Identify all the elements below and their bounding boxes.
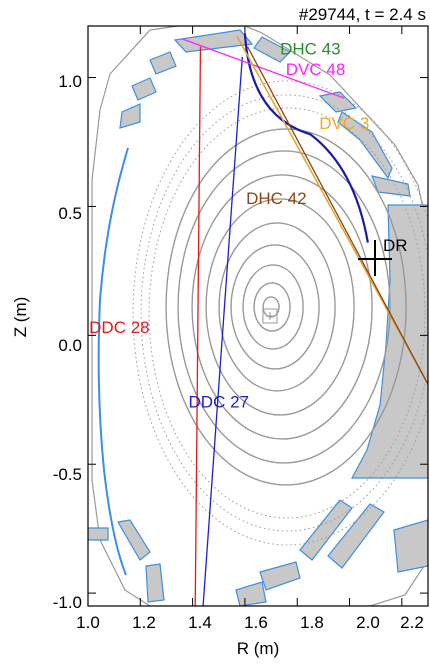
separatrix-segment bbox=[243, 33, 369, 243]
x-axis-title: R (m) bbox=[237, 639, 279, 658]
lower-tile-6 bbox=[299, 499, 353, 561]
y-axis-title: Z (m) bbox=[11, 297, 30, 338]
x-tick-label: 1.4 bbox=[188, 613, 212, 632]
x-tick-label: 1.2 bbox=[132, 613, 156, 632]
chord-ddc28 bbox=[194, 46, 202, 606]
diagnostic-chords bbox=[181, 35, 428, 606]
upper-tile-2 bbox=[253, 36, 291, 63]
sol-surface bbox=[148, 107, 426, 519]
shot-title: #29744, t = 2.4 s bbox=[299, 5, 426, 24]
chord-dvc3 bbox=[236, 35, 428, 385]
y-tick-label: 0.5 bbox=[58, 204, 82, 223]
x-tick-label: 1.8 bbox=[300, 613, 324, 632]
upper-tile-6 bbox=[318, 91, 358, 113]
y-tick-label: 0.0 bbox=[58, 336, 82, 355]
axis-ticks bbox=[87, 26, 428, 606]
y-tick-labels: -1.0 -0.5 0.0 0.5 1.0 bbox=[53, 72, 82, 612]
dr-label: DR bbox=[383, 236, 408, 255]
flux-surface bbox=[177, 150, 391, 464]
x-tick-label: 2.0 bbox=[356, 613, 380, 632]
lower-tile-4 bbox=[259, 561, 301, 591]
outer-limiter bbox=[350, 204, 428, 479]
flux-surface bbox=[253, 282, 291, 332]
lower-tile-2 bbox=[145, 563, 165, 603]
chord-labels: DHC 43 DVC 48 DVC 3 DHC 42 DDC 28 DDC 27 bbox=[89, 39, 369, 411]
chord-dhc42 bbox=[246, 46, 428, 385]
vessel-outline bbox=[91, 26, 428, 606]
flux-surface bbox=[218, 222, 336, 392]
label-ddc28: DDC 28 bbox=[89, 318, 149, 337]
magnetic-axis bbox=[262, 308, 278, 324]
x-tick-labels: 1.0 1.2 1.4 1.6 1.8 2.0 2.2 bbox=[76, 613, 424, 632]
x-tick-label: 2.2 bbox=[400, 613, 424, 632]
flux-surface bbox=[262, 296, 280, 318]
upper-tile-8 bbox=[371, 175, 411, 197]
flux-surface bbox=[205, 198, 355, 416]
plot-frame bbox=[87, 25, 429, 607]
chord-ddc27 bbox=[202, 56, 243, 606]
plot-content bbox=[88, 26, 428, 606]
upper-tile-1 bbox=[173, 29, 254, 53]
y-tick-label: -0.5 bbox=[53, 465, 82, 484]
upper-tile-4 bbox=[131, 77, 157, 101]
y-tick-label: -1.0 bbox=[53, 593, 82, 612]
label-dvc48: DVC 48 bbox=[286, 60, 346, 79]
sol-surface bbox=[140, 94, 428, 532]
upper-tile-3 bbox=[149, 51, 177, 75]
flux-surface bbox=[191, 174, 373, 440]
lower-tile-3 bbox=[88, 527, 109, 541]
lower-tile-5 bbox=[235, 581, 267, 606]
x-tick-label: 1.0 bbox=[76, 613, 100, 632]
dr-marker bbox=[358, 240, 392, 276]
inner-wall bbox=[97, 147, 129, 576]
lower-tile-7 bbox=[327, 503, 385, 569]
sol-surface bbox=[132, 80, 428, 546]
lower-tile-8 bbox=[393, 519, 428, 573]
flux-surface bbox=[242, 264, 304, 350]
label-dhc43: DHC 43 bbox=[280, 39, 340, 58]
label-ddc27: DDC 27 bbox=[189, 393, 249, 412]
upper-tile-5 bbox=[119, 103, 141, 129]
flux-surface bbox=[230, 244, 320, 370]
flux-surface bbox=[165, 128, 407, 486]
flux-surfaces bbox=[132, 33, 428, 546]
label-dhc42: DHC 42 bbox=[246, 189, 306, 208]
y-tick-label: 1.0 bbox=[58, 72, 82, 91]
lower-tile-1 bbox=[117, 519, 151, 561]
chord-dvc48 bbox=[181, 38, 345, 99]
label-dvc3: DVC 3 bbox=[319, 114, 369, 133]
x-tick-label: 1.6 bbox=[244, 613, 268, 632]
